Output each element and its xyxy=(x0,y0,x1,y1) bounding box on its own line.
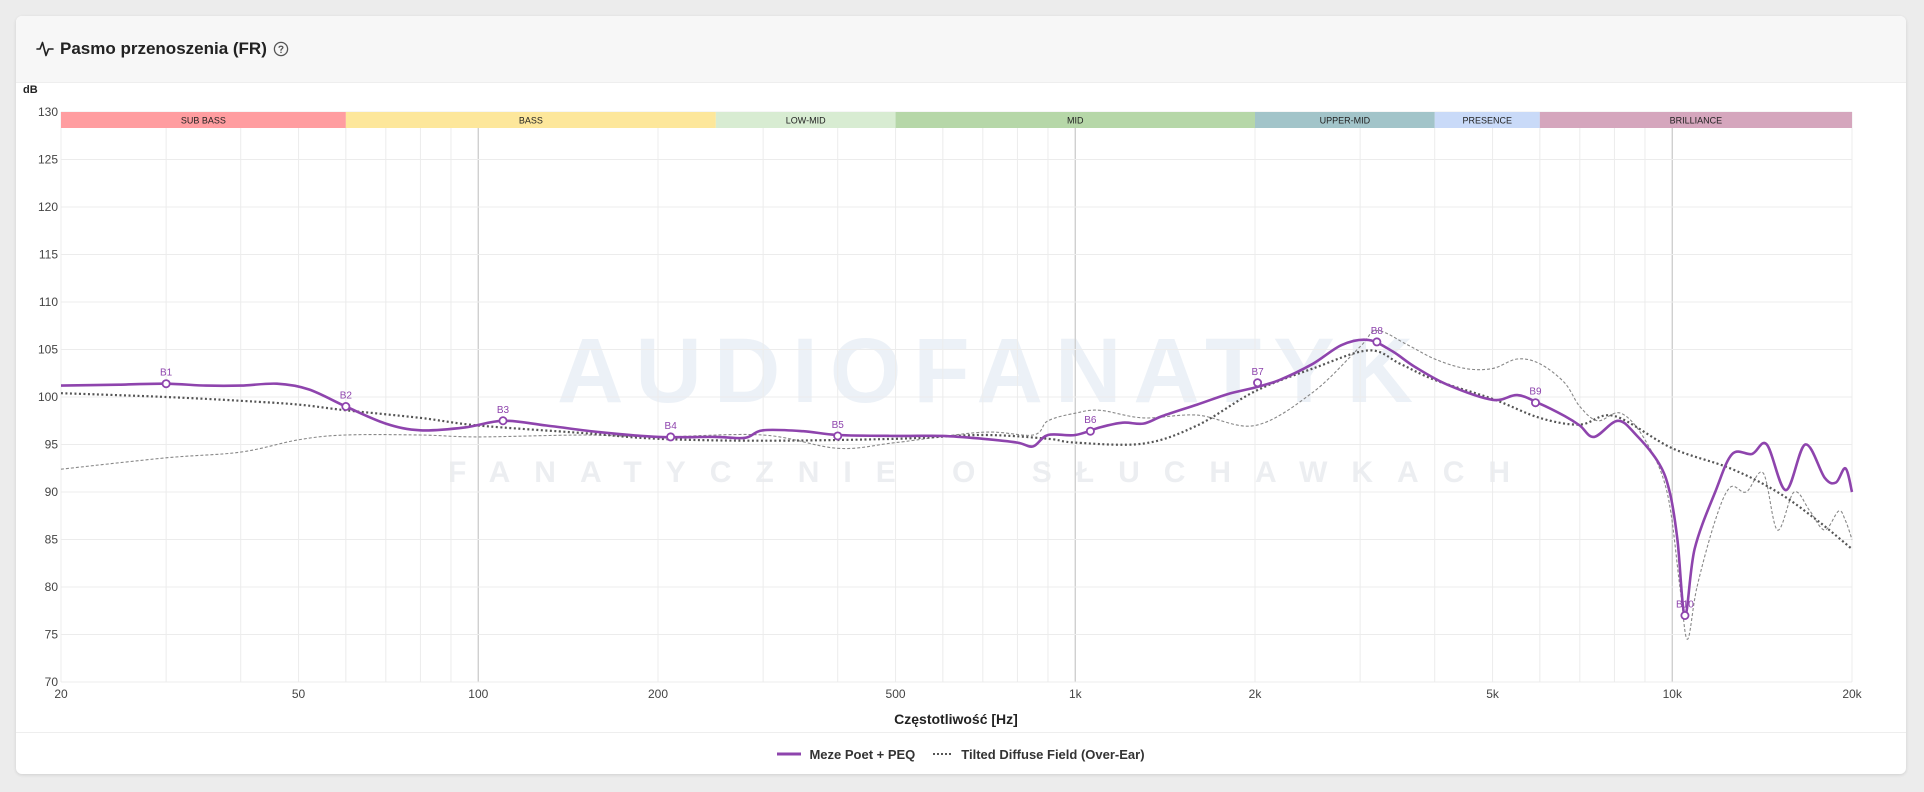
activity-icon xyxy=(36,41,54,57)
x-tick-label: 5k xyxy=(1486,687,1500,701)
help-icon[interactable] xyxy=(273,41,289,57)
x-tick-label: 200 xyxy=(648,687,668,701)
peq-band-label: B6 xyxy=(1084,415,1097,426)
peq-band-marker xyxy=(341,401,351,411)
peq-band-label: B3 xyxy=(497,405,510,416)
y-tick-label: 125 xyxy=(38,153,58,167)
peq-band-marker xyxy=(1530,398,1540,408)
peq-band-label: B10 xyxy=(1676,600,1694,611)
watermark-sub: FANATYCZNIE O SŁUCHAWKACH xyxy=(448,456,1534,489)
peq-band-label: B7 xyxy=(1251,367,1264,378)
y-tick-label: 110 xyxy=(39,295,58,309)
legend-item-main[interactable]: Meze Poet + PEQ xyxy=(777,747,915,762)
y-tick-label: 85 xyxy=(45,533,59,547)
peq-band-label: B5 xyxy=(832,420,845,431)
legend-swatch-dotted xyxy=(933,753,954,755)
x-tick-label: 10k xyxy=(1663,687,1683,701)
band-label: LOW-MID xyxy=(786,116,826,126)
x-tick-label: 500 xyxy=(886,687,906,701)
x-tick-label: 1k xyxy=(1069,687,1083,701)
band-label: PRESENCE xyxy=(1463,116,1513,126)
x-tick-label: 20 xyxy=(54,687,68,701)
watermark-main: AUDIOFANATYK xyxy=(557,320,1425,422)
y-tick-label: 130 xyxy=(38,105,58,119)
peq-band-label: B1 xyxy=(160,368,173,379)
legend-label-target: Tilted Diffuse Field (Over-Ear) xyxy=(961,746,1145,762)
y-tick-label: 115 xyxy=(39,248,58,262)
peq-band-label: B4 xyxy=(665,421,678,432)
y-tick-label: 90 xyxy=(45,485,59,499)
band-label: UPPER-MID xyxy=(1320,116,1371,126)
peq-band-label: B9 xyxy=(1529,387,1542,398)
x-tick-label: 2k xyxy=(1249,687,1263,701)
band-brilliance xyxy=(1539,112,1852,128)
y-tick-label: 100 xyxy=(38,390,58,404)
fr-chart-card: Pasmo przenoszenia (FR) AUDIOFANATYK FANA… xyxy=(16,16,1906,774)
band-presence xyxy=(1434,112,1540,128)
series-line-main xyxy=(60,338,1854,617)
y-tick-label: 120 xyxy=(38,200,58,214)
chart-title: Pasmo przenoszenia (FR) xyxy=(60,39,267,58)
y-tick-label: 75 xyxy=(45,628,59,642)
legend-swatch-solid xyxy=(777,752,802,756)
y-tick-label: 105 xyxy=(38,343,58,357)
card-header: Pasmo przenoszenia (FR) xyxy=(16,16,1906,83)
y-tick-label: 95 xyxy=(45,438,59,452)
band-sub-bass xyxy=(61,112,346,128)
band-label: BASS xyxy=(519,116,543,126)
x-tick-label: 50 xyxy=(292,687,306,701)
band-mid xyxy=(895,112,1255,128)
y-tick-label: 70 xyxy=(45,675,59,689)
x-tick-label: 20k xyxy=(1842,687,1862,701)
band-low-mid xyxy=(715,112,896,128)
band-upper-mid xyxy=(1255,112,1435,128)
peq-band-label: B2 xyxy=(340,391,353,402)
peq-band-marker xyxy=(666,432,676,442)
frequency-response-chart: AUDIOFANATYK FANATYCZNIE O SŁUCHAWKACH 130… xyxy=(23,84,1863,727)
chart-legend: Meze Poet + PEQ Tilted Diffuse Field (Ov… xyxy=(16,732,1906,775)
peq-band-marker xyxy=(1085,426,1095,436)
peq-band-marker xyxy=(833,431,843,441)
x-tick-label: 100 xyxy=(468,687,488,701)
band-bass xyxy=(345,112,716,128)
series-line-thin-dashed xyxy=(60,329,1853,640)
y-axis-label: dB xyxy=(23,84,38,96)
legend-label-main: Meze Poet + PEQ xyxy=(809,746,916,762)
y-tick-label: 80 xyxy=(45,580,59,594)
peq-band-label: B8 xyxy=(1371,326,1384,337)
peq-band-marker xyxy=(1372,337,1382,347)
peq-band-marker xyxy=(1680,611,1690,621)
band-label: SUB BASS xyxy=(181,116,226,126)
x-axis-label: Częstotliwość [Hz] xyxy=(894,711,1018,727)
legend-item-target[interactable]: Tilted Diffuse Field (Over-Ear) xyxy=(933,746,1145,762)
peq-band-marker xyxy=(1253,378,1263,388)
peq-band-marker xyxy=(161,379,171,389)
peq-band-marker xyxy=(498,416,508,426)
band-label: MID xyxy=(1067,116,1084,126)
band-label: BRILLIANCE xyxy=(1670,116,1723,126)
